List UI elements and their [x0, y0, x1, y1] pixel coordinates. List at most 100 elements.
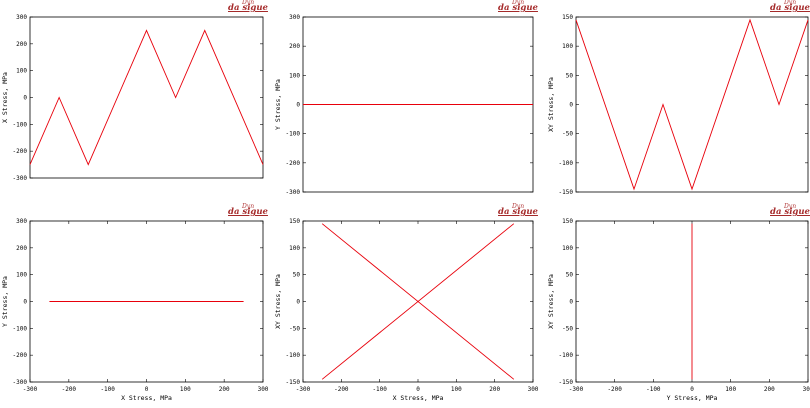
x-tick-label: 100 — [451, 386, 462, 393]
x-tick-label: -200 — [607, 386, 622, 393]
chart-xy-vs-y-svg: -150 -100 -50 0 50 100 150 -300 -200 -100 0 100 200 3… — [547, 218, 810, 402]
y-axis-label: XY Stress, MPa — [547, 77, 555, 132]
y-tick-label: -150 — [286, 379, 301, 386]
y-tick-label: -150 — [559, 379, 574, 386]
chart-xy-stress-svg: -150 -100 -50 0 50 100 150 XY Stress, MPa — [547, 14, 809, 196]
y-tick-label: -50 — [562, 131, 573, 138]
x-tick-label: 100 — [180, 386, 191, 393]
brand-logo: Dyn da sigue — [228, 203, 268, 217]
y-tick-label: -300 — [13, 175, 28, 182]
y-tick-label: -100 — [559, 160, 574, 167]
brand-logo-top: Dyn — [784, 203, 797, 210]
plot-frame — [29, 16, 264, 179]
y-tick-label: 100 — [16, 68, 27, 75]
x-tick-label: 300 — [803, 386, 810, 393]
y-tick-label: -100 — [286, 131, 301, 138]
y-tick-label: 150 — [562, 218, 573, 225]
y-tick-label: 0 — [296, 102, 300, 109]
series-line-0 — [29, 29, 264, 166]
y-tick-label: -100 — [13, 121, 28, 128]
y-tick-label: -200 — [13, 148, 28, 155]
y-axis-label: Y Stress, MPa — [274, 79, 282, 130]
x-tick-label: -100 — [100, 386, 115, 393]
y-axis-label: XY Stress, MPa — [274, 274, 282, 329]
brand-logo-main: da sigue — [770, 3, 810, 13]
brand-logo-main: da sigue — [498, 3, 538, 13]
brand-logo-top: Dyn — [512, 0, 525, 6]
y-tick-label: -300 — [286, 189, 301, 196]
y-tick-label: -300 — [13, 379, 28, 386]
x-tick-label: 300 — [258, 386, 269, 393]
y-axis-label: XY Stress, MPa — [547, 274, 555, 329]
brand-logo-top: Dyn — [242, 203, 255, 210]
y-tick-label: 100 — [16, 272, 27, 279]
x-tick-label: 200 — [764, 386, 775, 393]
chart-y-vs-x-svg: -300 -200 -100 0 100 200 300 -300 -200 -100 0 100 20… — [1, 218, 269, 402]
y-tick-label: 50 — [566, 272, 574, 279]
brand-logo-top: Dyn — [784, 0, 797, 6]
x-axis-label: X Stress, MPa — [393, 394, 444, 402]
x-tick-label: -100 — [646, 386, 661, 393]
x-tick-label: 300 — [528, 386, 539, 393]
x-tick-label: -100 — [372, 386, 387, 393]
y-tick-label: 200 — [16, 41, 27, 48]
chart-xy-vs-x: -150 -100 -50 0 50 100 150 -300 -200 -100 0 100 200 3… — [270, 204, 540, 408]
chart-y-stress: -300 -200 -100 0 100 200 300 Y Stress, MPa — [270, 0, 540, 204]
y-tick-label: 50 — [566, 72, 574, 79]
y-tick-label: 0 — [296, 299, 300, 306]
chart-xy-vs-y: -150 -100 -50 0 50 100 150 -300 -200 -100 0 100 200 3… — [540, 204, 810, 408]
brand-logo-main: da sigue — [228, 3, 268, 13]
x-axis-label: Y Stress, MPa — [667, 394, 718, 402]
y-tick-label: 0 — [569, 102, 573, 109]
y-tick-label: -50 — [289, 325, 300, 332]
y-tick-label: -200 — [13, 352, 28, 359]
y-tick-label: -200 — [286, 160, 301, 167]
y-tick-label: -100 — [286, 352, 301, 359]
series-line-1 — [321, 223, 515, 380]
x-axis-label: X Stress, MPa — [121, 394, 172, 402]
chart-y-vs-x: -300 -200 -100 0 100 200 300 -300 -200 -100 0 100 20… — [0, 204, 270, 408]
brand-logo-main: da sigue — [498, 207, 538, 217]
x-tick-label: -200 — [62, 386, 77, 393]
x-tick-label: 0 — [416, 386, 420, 393]
brand-logo-main: da sigue — [228, 207, 268, 217]
y-tick-label: 150 — [562, 14, 573, 21]
y-tick-label: 100 — [562, 245, 573, 252]
y-tick-label: 300 — [16, 218, 27, 225]
x-tick-label: -300 — [569, 386, 584, 393]
brand-logo-top: Dyn — [242, 0, 255, 6]
x-tick-label: 200 — [219, 386, 230, 393]
x-tick-label: 200 — [489, 386, 500, 393]
y-tick-label: 0 — [569, 299, 573, 306]
chart-x-stress: -300 -200 -100 0 100 200 300 X Stress, MPa — [0, 0, 270, 204]
y-tick-label: 100 — [289, 245, 300, 252]
brand-logo: Dyn da sigue — [770, 0, 810, 13]
y-tick-label: 50 — [293, 272, 301, 279]
brand-logo: Dyn da sigue — [770, 203, 810, 217]
x-tick-label: 0 — [690, 386, 694, 393]
y-tick-label: 300 — [16, 14, 27, 21]
x-tick-label: -300 — [23, 386, 38, 393]
y-tick-label: -100 — [13, 325, 28, 332]
brand-logo: Dyn da sigue — [228, 0, 268, 13]
brand-logo: Dyn da sigue — [498, 203, 538, 217]
chart-y-stress-svg: -300 -200 -100 0 100 200 300 Y Stress, MPa — [274, 14, 534, 196]
y-tick-label: -150 — [559, 189, 574, 196]
y-tick-label: 150 — [289, 218, 300, 225]
x-tick-label: -300 — [296, 386, 311, 393]
y-tick-label: 300 — [289, 14, 300, 21]
x-tick-label: -200 — [334, 386, 349, 393]
y-tick-label: -100 — [559, 352, 574, 359]
y-tick-label: 200 — [16, 245, 27, 252]
y-tick-label: 200 — [289, 43, 300, 50]
x-tick-label: 0 — [145, 386, 149, 393]
chart-xy-vs-x-svg: -150 -100 -50 0 50 100 150 -300 -200 -100 0 100 200 3… — [274, 218, 539, 402]
brand-logo-main: da sigue — [770, 207, 810, 217]
y-tick-label: 0 — [23, 299, 27, 306]
y-tick-label: -50 — [562, 325, 573, 332]
y-axis-label: Y Stress, MPa — [1, 276, 9, 327]
plot-frame — [575, 16, 809, 193]
brand-logo: Dyn da sigue — [498, 0, 538, 13]
y-tick-label: 100 — [289, 72, 300, 79]
series-line-0 — [575, 18, 809, 191]
